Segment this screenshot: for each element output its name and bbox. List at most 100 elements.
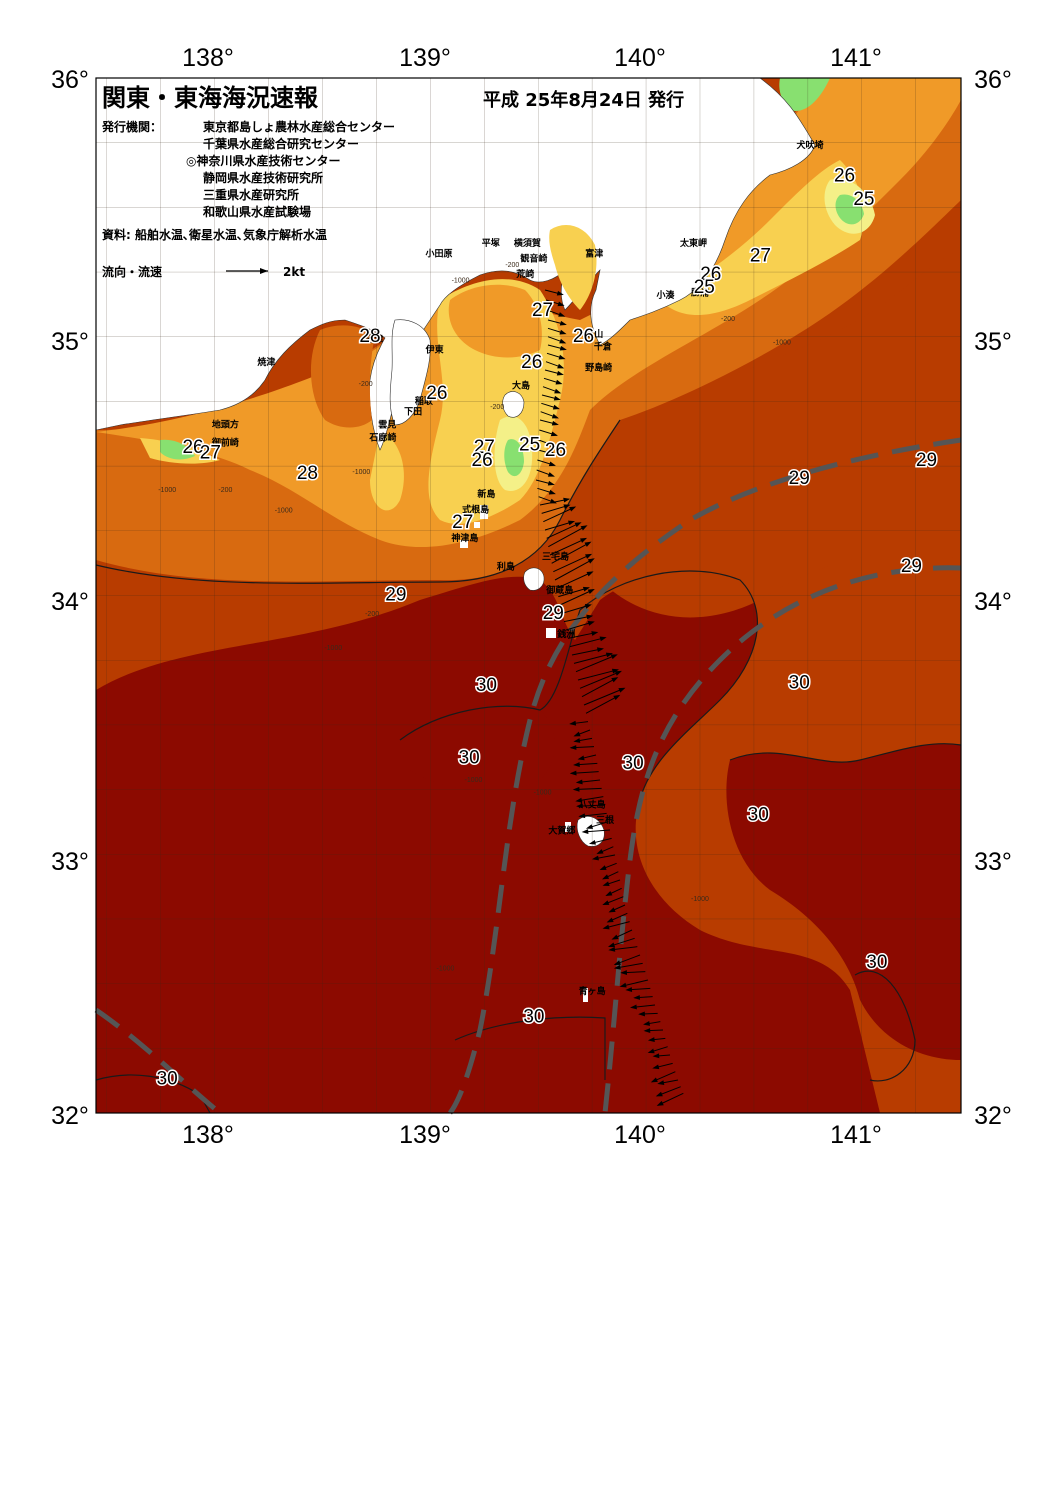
current-arrowhead: [608, 946, 616, 952]
island-mikurajima: [546, 628, 556, 638]
current-arrow: [554, 558, 594, 581]
current-legend-arrowhead: [260, 268, 268, 274]
isotherm-29: [95, 419, 621, 584]
current-arrowhead: [573, 731, 581, 737]
current-arrowhead: [602, 924, 610, 930]
current-arrow: [558, 587, 589, 598]
island-shikinejima: [474, 522, 480, 528]
top-longitude-labels: 138° 139° 140° 141°: [182, 44, 882, 72]
issuer-3: ◎神奈川県水産技術センター: [186, 153, 340, 168]
current-arrowhead: [618, 687, 626, 693]
sea-24-west: [160, 439, 195, 460]
depth-contour-label: -200: [721, 316, 735, 323]
current-arrow: [583, 687, 625, 706]
isotherm-temperature-label: 27: [452, 512, 473, 533]
lon-label-140-top: 140°: [614, 44, 666, 72]
place-name-label: 小湊: [655, 289, 675, 301]
isotherm-temperature-label: 30: [157, 1069, 178, 1090]
isotherm-temperature-label: 26: [472, 450, 493, 471]
current-arrowhead: [613, 964, 621, 970]
place-name-label: 富津: [585, 248, 603, 260]
current-arrowhead: [599, 636, 607, 642]
lat-label-34-left: 34°: [51, 588, 89, 616]
current-arrow: [569, 637, 606, 648]
sea-26-izu: [370, 430, 404, 511]
isotherm-30-north: [399, 570, 759, 801]
current-arrowhead: [569, 770, 577, 776]
current-arrowhead: [611, 934, 619, 940]
current-arrowhead: [573, 738, 581, 743]
isotherm-temperature-label: 29: [901, 556, 922, 577]
current-arrowhead: [567, 520, 576, 526]
isotherm-lines: [95, 419, 962, 1114]
current-arrowhead: [558, 312, 566, 317]
current-arrowhead: [586, 571, 594, 577]
place-name-label: 稲取: [415, 395, 434, 407]
lat-label-36-left: 36°: [51, 66, 89, 94]
issuer-2: 千葉県水産総合研究センター: [203, 136, 359, 151]
isotherm-temperature-label: 29: [385, 585, 406, 606]
current-arrowhead: [575, 779, 583, 785]
sea-sagami-bay: [448, 284, 542, 358]
depth-contour-label: -200: [490, 404, 504, 411]
current-arrowhead: [650, 1077, 658, 1083]
place-name-label: 館山: [584, 328, 603, 340]
place-name-label: 太東岬: [679, 237, 707, 249]
lat-label-33-left: 33°: [51, 848, 89, 876]
isotherm-temperature-label: 26: [182, 437, 203, 458]
lon-label-139-top: 139°: [399, 44, 451, 72]
current-arrowhead: [602, 874, 610, 880]
isotherm-temperature-label: 26: [521, 352, 542, 373]
current-arrowhead: [554, 388, 562, 394]
isotherm-temperature-label: 29: [789, 468, 810, 489]
island-oshima: [502, 391, 525, 418]
place-name-label: 新島: [477, 488, 495, 500]
place-name-label: 野島崎: [585, 361, 612, 373]
place-name-label: 雲見: [378, 418, 396, 430]
place-name-label: 三宅島: [542, 550, 569, 562]
current-arrowhead: [652, 1053, 660, 1059]
sea-24-chiba: [835, 194, 864, 225]
current-arrowhead: [596, 849, 604, 854]
isotherm-temperature-label: 25: [853, 189, 874, 210]
lat-label-32-left: 32°: [51, 1102, 89, 1130]
current-arrowhead: [574, 522, 582, 528]
current-arrowhead: [613, 960, 621, 965]
current-legend-label: 流向・流速: [102, 264, 162, 279]
current-arrowhead: [582, 586, 590, 592]
current-arrowhead: [555, 379, 563, 385]
isotherm-30-south: [454, 1016, 606, 1080]
lon-label-138-bottom: 138°: [182, 1121, 234, 1149]
issuers-label: 発行機関：: [101, 119, 162, 134]
current-arrow: [581, 677, 618, 698]
current-arrowhead: [605, 890, 613, 896]
current-arrow: [546, 522, 581, 539]
current-arrow: [553, 554, 591, 573]
depth-contour-label: -1000: [534, 790, 552, 797]
lon-label-140-bottom: 140°: [614, 1121, 666, 1149]
current-arrowhead: [547, 480, 555, 486]
place-name-label: 平塚: [482, 237, 500, 249]
current-arrowhead: [569, 506, 577, 512]
place-name-label: 青ヶ島: [579, 985, 606, 997]
current-arrowhead: [620, 970, 628, 975]
graticule: [96, 78, 961, 1113]
current-arrowhead: [553, 395, 561, 401]
current-arrowhead: [577, 755, 585, 761]
isotherm-30-se: [854, 970, 916, 1082]
lon-label-139-bottom: 139°: [399, 1121, 451, 1149]
sea-29-northeast: [600, 250, 961, 618]
isotherm-temperature-label: 29: [916, 450, 937, 471]
current-arrowhead: [572, 786, 580, 792]
current-arrow: [549, 538, 586, 556]
current-arrowhead: [584, 541, 592, 547]
current-arrow: [551, 541, 591, 564]
isotherm-temperature-label: 29: [543, 603, 564, 624]
current-arrowhead: [549, 450, 557, 456]
isotherm-temperature-label: 28: [359, 326, 380, 347]
place-name-label: 伊東: [425, 343, 444, 355]
current-arrowhead: [547, 472, 555, 477]
current-arrow: [577, 669, 618, 681]
